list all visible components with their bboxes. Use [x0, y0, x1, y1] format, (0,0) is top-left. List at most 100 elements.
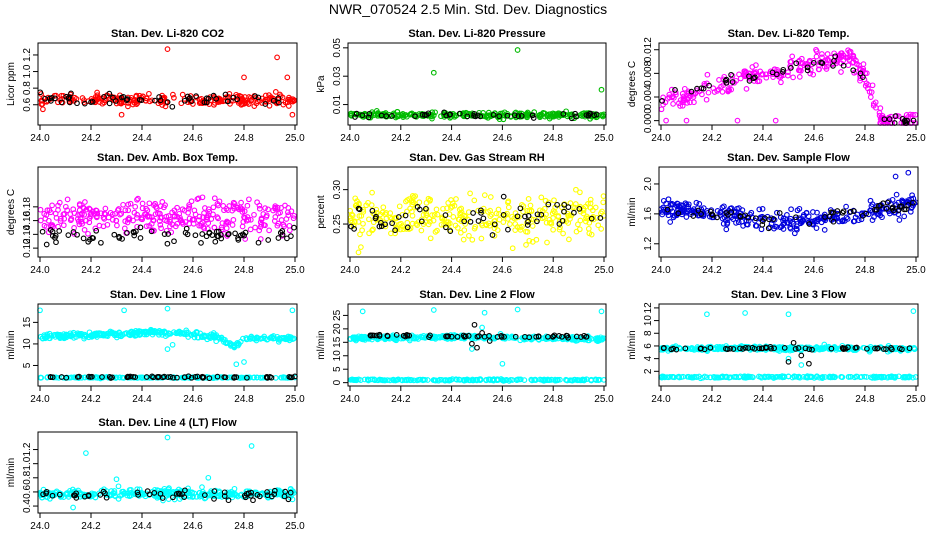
data-point [265, 237, 272, 243]
x-tick-label: 24.0 [340, 394, 360, 405]
data-point [784, 220, 791, 226]
x-tick-label: 24.0 [340, 133, 360, 144]
data-point [366, 216, 372, 223]
y-tick-label: 8 [643, 330, 654, 336]
data-point [246, 196, 252, 203]
x-tick-label: 24.4 [132, 521, 152, 532]
data-point [177, 214, 183, 221]
data-point [231, 200, 238, 207]
data-point [592, 204, 599, 211]
data-point [198, 333, 205, 340]
y-tick-label: 5 [22, 362, 33, 368]
data-point [681, 85, 688, 92]
data-point [761, 215, 768, 221]
outlier-point [205, 474, 212, 481]
data-point [65, 232, 72, 238]
y-tick-label: 0.6 [22, 97, 33, 111]
data-point [714, 208, 721, 214]
data-point [272, 203, 279, 209]
data-point [252, 93, 258, 100]
y-tick-label: 0.8 [22, 470, 33, 484]
data-point [275, 338, 282, 345]
data-point [404, 219, 411, 226]
data-point [765, 225, 772, 232]
data-point [478, 210, 484, 216]
data-point [660, 101, 666, 108]
data-point [700, 85, 707, 92]
data-point [735, 219, 742, 226]
data-point [524, 229, 531, 235]
data-point [910, 117, 917, 124]
data-point [120, 93, 127, 100]
data-point [759, 221, 766, 228]
data-point [380, 204, 387, 211]
data-point [124, 230, 130, 236]
data-point [235, 237, 242, 243]
y-tick-label: 0.4 [22, 499, 33, 513]
data-point [879, 214, 885, 221]
data-point [137, 224, 144, 231]
data-point [257, 97, 263, 104]
data-point [225, 231, 231, 238]
data-point [423, 205, 429, 212]
data-point [461, 218, 468, 225]
data-point [115, 207, 121, 214]
data-point [782, 215, 789, 222]
data-point [445, 200, 452, 206]
data-point [749, 64, 756, 70]
data-point [478, 235, 485, 242]
data-point [485, 208, 491, 215]
data-point [487, 213, 494, 219]
data-point [116, 235, 123, 241]
data-point [666, 91, 673, 98]
data-point [152, 211, 159, 217]
data-point [598, 226, 605, 232]
data-point [437, 334, 444, 341]
data-point [127, 200, 134, 207]
data-point [397, 226, 404, 233]
data-point [146, 222, 153, 229]
data-point [414, 334, 421, 341]
data-point [725, 86, 732, 92]
data-point [396, 203, 403, 210]
data-points [658, 169, 919, 237]
data-point [905, 202, 911, 208]
outlier-point [469, 340, 475, 347]
data-point [904, 117, 910, 124]
x-tick-label: 24.4 [753, 394, 773, 405]
x-tick-label: 24.6 [493, 394, 513, 405]
outlier-point [430, 307, 437, 313]
data-point [47, 374, 54, 381]
data-point [350, 377, 356, 383]
data-point [724, 221, 730, 227]
data-point [407, 111, 414, 118]
data-point [863, 210, 869, 217]
data-point [179, 330, 186, 337]
data-point [509, 245, 516, 252]
y-tick-label: 10 [332, 350, 343, 362]
panel-1: Stan. Dev. Li-820 CO2 Licor ppm 24.0 24.2 24… [6, 28, 305, 144]
y-tick-label: 1.0 [22, 64, 33, 78]
data-point [192, 374, 199, 380]
data-point [214, 373, 221, 380]
x-tick-label: 24.8 [543, 265, 563, 276]
panel-title: Stan. Dev. Gas Stream RH [409, 152, 545, 164]
data-point [433, 206, 440, 213]
data-point [254, 374, 260, 381]
data-point [740, 223, 746, 229]
data-point [365, 377, 372, 384]
data-point [285, 209, 291, 216]
data-point [445, 219, 452, 225]
data-point [183, 331, 189, 338]
data-point [690, 213, 697, 219]
data-point [796, 205, 803, 212]
data-point [244, 202, 251, 209]
data-point [46, 95, 53, 102]
data-point [162, 333, 169, 339]
data-point [804, 64, 811, 71]
data-point [49, 202, 55, 209]
data-point [416, 199, 423, 206]
outlier-point [798, 362, 805, 368]
data-point [780, 66, 787, 73]
